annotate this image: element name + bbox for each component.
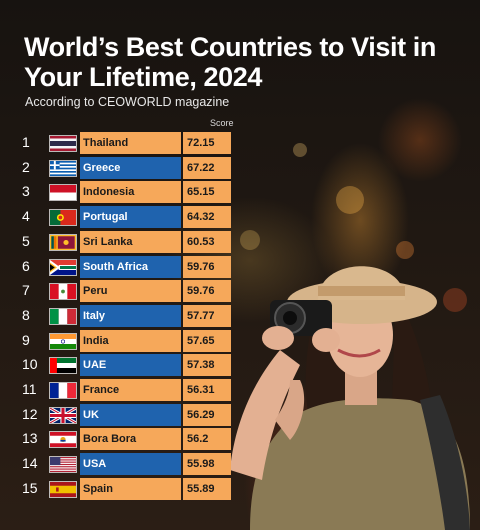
bora-bora-flag [49, 431, 77, 449]
score-value: 57.38 [183, 354, 231, 377]
uae-flag [49, 357, 77, 375]
country-name: UK [80, 403, 181, 426]
table-row: 12 UK 56.29 [0, 403, 240, 426]
table-row: 7 Peru 59.76 [0, 280, 240, 303]
score-value: 56.31 [183, 379, 231, 401]
table-row: 5 Sri Lanka 60.53 [0, 230, 240, 253]
table-row: 1 Thailand 72.15 [0, 132, 240, 154]
spain-flag [49, 480, 77, 498]
score-column-header: Score [210, 118, 234, 128]
country-name: USA [80, 453, 181, 476]
rank-number: 10 [22, 356, 38, 373]
table-row: 8 Italy 57.77 [0, 304, 240, 327]
rank-number: 9 [22, 331, 30, 348]
score-value: 57.65 [183, 329, 231, 352]
country-name: Greece [80, 156, 181, 179]
india-flag [49, 332, 77, 350]
table-row: 11 France 56.31 [0, 379, 240, 401]
south-africa-flag [49, 258, 77, 276]
greece-flag [49, 159, 77, 177]
country-name: Portugal [80, 206, 181, 229]
peru-flag [49, 283, 77, 301]
indonesia-flag [49, 184, 77, 202]
rank-number: 7 [22, 282, 30, 299]
table-row: 4 Portugal 64.32 [0, 206, 240, 229]
country-name: Bora Bora [80, 428, 181, 451]
score-value: 57.77 [183, 304, 231, 327]
portugal-flag [49, 209, 77, 227]
rank-number: 6 [22, 257, 30, 274]
rank-number: 14 [22, 455, 38, 472]
rank-number: 3 [22, 183, 30, 200]
rank-number: 1 [22, 134, 30, 150]
table-row: 14 USA 55.98 [0, 453, 240, 476]
uk-flag [49, 406, 77, 424]
country-name: Sri Lanka [80, 230, 181, 253]
score-value: 72.15 [183, 132, 231, 154]
table-row: 15 Spain 55.89 [0, 477, 240, 500]
rank-number: 13 [22, 430, 38, 447]
rank-number: 5 [22, 232, 30, 249]
score-value: 60.53 [183, 230, 231, 253]
rank-number: 4 [22, 208, 30, 225]
country-name: Spain [80, 477, 181, 500]
table-row: 9 India 57.65 [0, 329, 240, 352]
rank-number: 15 [22, 479, 38, 496]
score-value: 55.98 [183, 453, 231, 476]
country-name: Indonesia [80, 181, 181, 204]
country-name: Thailand [80, 132, 181, 154]
score-value: 56.2 [183, 428, 231, 451]
chart-title: World’s Best Countries to Visit in Your … [24, 32, 436, 92]
country-name: UAE [80, 354, 181, 377]
table-row: 3 Indonesia 65.15 [0, 181, 240, 204]
table-row: 2 Greece 67.22 [0, 156, 240, 179]
table-row: 10 UAE 57.38 [0, 354, 240, 377]
italy-flag [49, 307, 77, 325]
score-value: 59.76 [183, 255, 231, 278]
country-name: Italy [80, 304, 181, 327]
rank-number: 8 [22, 306, 30, 323]
country-name: France [80, 379, 181, 401]
chart-subtitle: According to CEOWORLD magazine [25, 95, 230, 109]
score-value: 59.76 [183, 280, 231, 303]
france-flag [49, 382, 77, 399]
rank-number: 12 [22, 405, 38, 422]
score-value: 55.89 [183, 477, 231, 500]
rank-number: 11 [22, 381, 37, 397]
table-row: 6 South Africa 59.76 [0, 255, 240, 278]
score-value: 56.29 [183, 403, 231, 426]
score-value: 64.32 [183, 206, 231, 229]
sri-lanka-flag [49, 233, 77, 251]
table-row: 13 Bora Bora 56.2 [0, 428, 240, 451]
country-name: Peru [80, 280, 181, 303]
score-value: 65.15 [183, 181, 231, 204]
country-name: India [80, 329, 181, 352]
country-name: South Africa [80, 255, 181, 278]
usa-flag [49, 456, 77, 474]
thailand-flag [49, 135, 77, 152]
rank-number: 2 [22, 158, 30, 175]
score-value: 67.22 [183, 156, 231, 179]
